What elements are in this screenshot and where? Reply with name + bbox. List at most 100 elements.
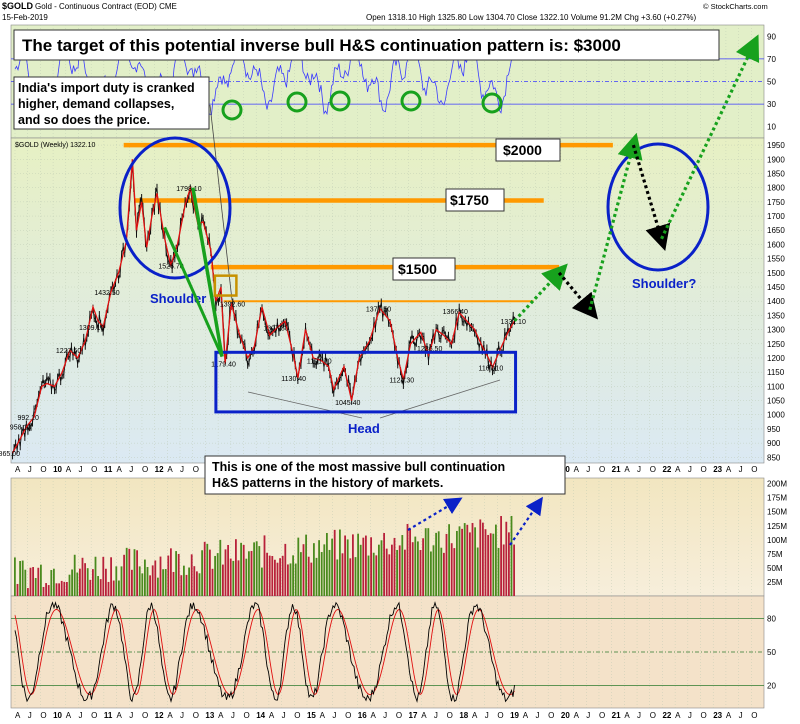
y-tick-labels: 8509009501000105011001150120012501300135… xyxy=(767,32,787,690)
x-tick: A xyxy=(218,711,224,720)
exchange: CME xyxy=(159,2,177,11)
volume-bar xyxy=(349,558,352,596)
volume-bar xyxy=(66,582,68,596)
x-tick: O xyxy=(193,711,199,720)
volume-y-tick: 125M xyxy=(767,522,787,531)
volume-bar xyxy=(341,553,344,596)
volume-bar xyxy=(279,558,281,596)
volume-y-tick: 200M xyxy=(767,480,787,489)
price-point-label: 992.10 xyxy=(17,415,39,422)
price-y-tick: 1500 xyxy=(767,269,785,278)
volume-y-tick: 100M xyxy=(767,536,787,545)
high-value: 1325.80 xyxy=(438,13,467,22)
volume-bar xyxy=(53,568,55,596)
x-tick: O xyxy=(599,711,605,720)
volume-bar xyxy=(214,555,216,596)
x-tick: A xyxy=(66,465,72,474)
volume-bar xyxy=(120,566,123,596)
x-tick: J xyxy=(78,465,82,474)
volume-bar xyxy=(346,539,349,596)
x-tick: O xyxy=(40,465,46,474)
volume-bar xyxy=(497,547,500,596)
x-tick: A xyxy=(421,711,427,720)
symbol: $GOLD xyxy=(2,1,34,11)
volume-bar xyxy=(131,569,133,596)
volume-bar xyxy=(440,547,443,596)
rsi-y-tick: 30 xyxy=(767,100,776,109)
x-tick: 16 xyxy=(358,711,367,720)
volume-bar xyxy=(414,536,417,596)
volume-bar xyxy=(175,551,177,596)
breakdown-box xyxy=(213,274,238,297)
volume-bar xyxy=(216,553,219,596)
volume-bar xyxy=(409,528,411,596)
volume-bar xyxy=(354,557,357,596)
volume-bar xyxy=(463,523,466,596)
volume-bar xyxy=(378,544,380,596)
x-tick: O xyxy=(142,711,148,720)
volume-bar xyxy=(385,548,388,596)
massive-line-2: H&S patterns in the history of markets. xyxy=(212,476,443,490)
volume-bar xyxy=(328,549,331,596)
volume-y-tick: 175M xyxy=(767,494,787,503)
x-tick: A xyxy=(574,465,580,474)
x-tick: A xyxy=(675,465,681,474)
stoch-y-tick: 20 xyxy=(767,682,776,691)
volume-bar xyxy=(370,537,372,596)
level-1500-label: $1500 xyxy=(398,261,437,277)
rsi-y-tick: 50 xyxy=(767,78,776,87)
rsi-low-circle xyxy=(221,99,243,121)
volume-bar xyxy=(492,533,495,596)
price-point-label: 1191.70 xyxy=(307,358,332,365)
price-y-tick: 1150 xyxy=(767,368,785,377)
volume-bar xyxy=(193,566,196,596)
volume-bar xyxy=(170,548,172,596)
volume-bar xyxy=(443,552,445,596)
volume-bar xyxy=(357,533,359,596)
volume-bar xyxy=(469,532,471,596)
volume-bar xyxy=(237,560,240,596)
price-point-label: 1377.50 xyxy=(366,306,391,313)
volume-bar xyxy=(453,548,456,596)
volume-bar xyxy=(339,529,341,596)
x-tick: O xyxy=(751,465,757,474)
volume-bar xyxy=(508,532,510,596)
volume-bar xyxy=(115,566,118,596)
volume-bar xyxy=(136,550,138,596)
volume-bar xyxy=(456,530,458,596)
price-point-label: 1307.80 xyxy=(263,325,288,332)
price-point-label: 1432.50 xyxy=(94,290,119,297)
x-tick: 15 xyxy=(307,711,316,720)
volume-bar xyxy=(19,561,21,596)
x-tick: 20 xyxy=(561,465,570,474)
price-y-tick: 1900 xyxy=(767,155,785,164)
close-label: Close xyxy=(517,13,538,22)
volume-bar xyxy=(422,538,424,596)
volume-bar xyxy=(424,528,427,596)
x-tick: 21 xyxy=(612,465,621,474)
x-tick: J xyxy=(383,711,387,720)
price-point-label: 1227.50 xyxy=(56,348,81,355)
volume-bar xyxy=(203,541,206,596)
volume-y-tick: 25M xyxy=(767,578,783,587)
volume-bar xyxy=(242,544,245,596)
volume-bar xyxy=(383,532,385,596)
projection-up-1 xyxy=(513,263,568,322)
volume-bar xyxy=(406,523,409,596)
volume-bar xyxy=(333,529,336,596)
x-tick: O xyxy=(751,711,757,720)
volume-bar xyxy=(123,554,125,596)
volume-bar xyxy=(149,575,151,596)
projection-down-2 xyxy=(631,144,671,252)
price-point-label: 1331.10 xyxy=(501,319,526,326)
price-y-tick: 1300 xyxy=(767,326,785,335)
volume-bar xyxy=(232,560,235,596)
x-tick: J xyxy=(434,711,438,720)
x-tick: A xyxy=(726,711,732,720)
volume-bar xyxy=(417,541,419,596)
decline-trendline-2 xyxy=(163,226,224,358)
volume-bar xyxy=(248,551,250,596)
target-annotation: The target of this potential inverse bul… xyxy=(22,36,621,55)
volume-bar xyxy=(331,538,333,596)
